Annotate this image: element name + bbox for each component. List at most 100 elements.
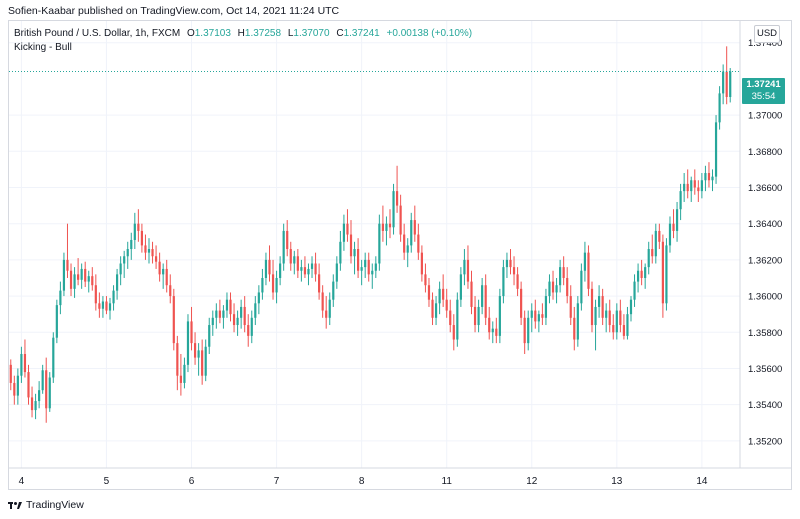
candle-body <box>686 183 689 192</box>
candle-body <box>424 274 427 286</box>
candle-body <box>282 230 285 264</box>
candle <box>569 285 572 326</box>
candle <box>332 274 335 307</box>
candle <box>339 230 342 271</box>
candle <box>23 339 27 378</box>
candle <box>442 274 445 307</box>
candle-body <box>417 234 420 253</box>
price-tick-label: 1.37000 <box>748 111 782 122</box>
candle-body <box>615 310 618 333</box>
candle-body <box>20 353 23 376</box>
candle-body <box>30 397 34 411</box>
candle <box>693 169 696 195</box>
candle-body <box>318 274 321 293</box>
candle-body <box>332 281 335 300</box>
candle <box>222 305 225 329</box>
candle <box>449 299 452 333</box>
candle-body <box>544 296 548 318</box>
candle-body <box>505 259 509 268</box>
candle <box>254 296 257 326</box>
candle <box>91 267 94 291</box>
candle <box>395 165 399 213</box>
candle-body <box>123 256 126 264</box>
candle <box>434 296 438 326</box>
close-label: C <box>336 28 344 39</box>
candle-body <box>186 321 190 365</box>
candle-body <box>636 270 640 282</box>
candle <box>84 261 87 288</box>
candle-body <box>551 281 555 293</box>
candle <box>438 281 441 315</box>
candle-body <box>151 249 154 257</box>
candle-body <box>597 296 601 307</box>
price-axis[interactable]: 1.35200 1.35400 1.35600 1.35800 1.36000 1.362… <box>748 38 782 447</box>
candle <box>644 263 647 289</box>
candle <box>87 270 90 293</box>
candle-body <box>34 401 37 411</box>
candle <box>672 209 675 239</box>
candle-body <box>112 290 115 304</box>
currency-button[interactable]: USD <box>754 25 780 43</box>
candle <box>729 68 732 103</box>
candle-body <box>683 183 686 192</box>
candle <box>77 258 80 286</box>
candle-body <box>473 306 477 326</box>
candle-body <box>459 274 462 300</box>
candle <box>619 299 622 333</box>
candle <box>293 250 296 275</box>
candle-body <box>431 299 434 318</box>
candle-body <box>169 285 172 297</box>
candle <box>211 310 214 336</box>
candle-body <box>172 296 175 344</box>
candle <box>406 238 409 268</box>
candle-body <box>427 285 431 300</box>
candle-body <box>573 317 576 340</box>
candle <box>165 259 168 293</box>
candle <box>473 296 477 333</box>
candle <box>69 263 73 297</box>
footer-brand[interactable]: TradingView <box>8 499 84 511</box>
price-tick-label: 1.36000 <box>748 292 782 303</box>
candle-body <box>91 276 94 286</box>
candle <box>459 267 462 307</box>
high-label: H <box>237 28 245 39</box>
candle-body <box>16 375 19 396</box>
price-tick-label: 1.36800 <box>748 147 782 158</box>
candle-body <box>381 223 385 231</box>
candle-body <box>697 187 700 192</box>
candle-body <box>119 263 122 275</box>
candle-body <box>406 245 409 253</box>
candle-body <box>725 71 728 98</box>
candle <box>516 267 519 297</box>
candle-body <box>193 343 197 358</box>
candle-body <box>647 249 650 268</box>
candle <box>381 205 385 242</box>
candle-body <box>594 306 597 326</box>
candle <box>16 368 19 405</box>
candle-body <box>144 245 147 253</box>
indicator-label[interactable]: Kicking - Bull <box>14 42 72 53</box>
candle <box>275 270 278 304</box>
candle <box>562 256 565 286</box>
candle-body <box>374 263 377 271</box>
candle-body <box>711 176 714 181</box>
candle <box>364 252 367 278</box>
low-value: 1.37070 <box>293 28 330 39</box>
candle <box>41 364 44 394</box>
candle-body <box>449 310 452 326</box>
candle-body <box>250 317 253 336</box>
candle <box>722 64 725 105</box>
candle <box>356 238 360 278</box>
candle-body <box>590 288 594 326</box>
time-axis[interactable]: 4 5 6 7 8 11 12 13 14 <box>19 476 708 487</box>
candle-body <box>629 299 633 315</box>
candle-body <box>23 353 27 373</box>
candle-body <box>679 191 682 210</box>
candle <box>410 212 413 253</box>
candle-body <box>399 205 402 235</box>
candle-body <box>675 209 679 231</box>
candle <box>176 335 179 391</box>
candle-body <box>293 256 296 264</box>
candle <box>325 296 328 329</box>
